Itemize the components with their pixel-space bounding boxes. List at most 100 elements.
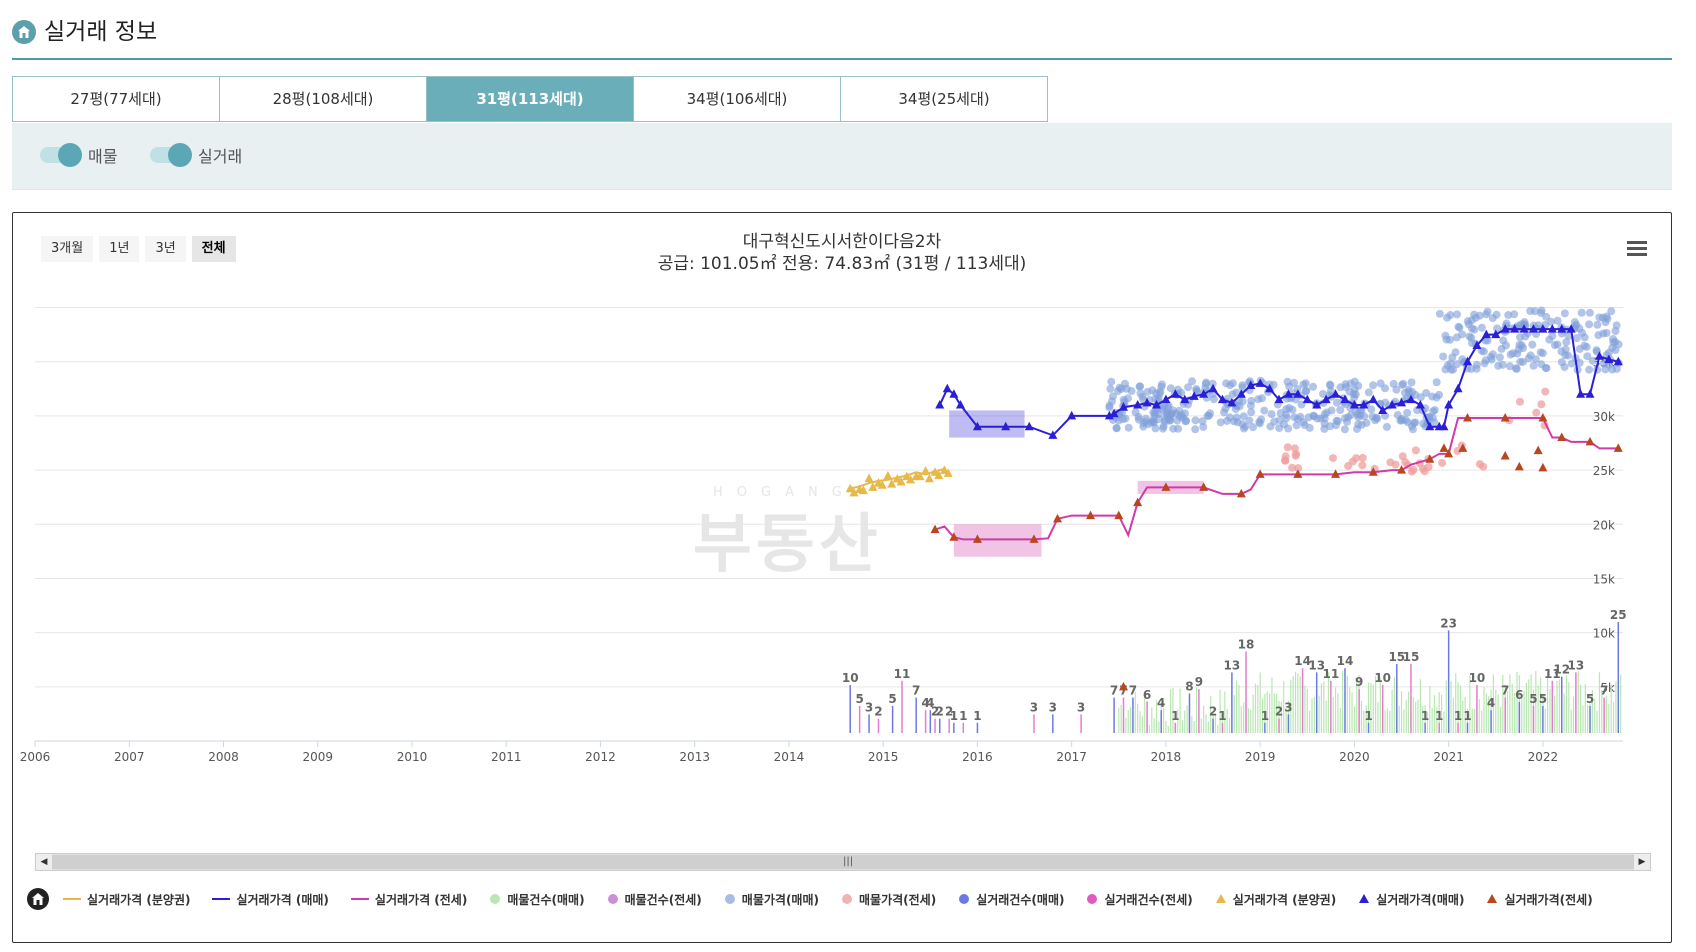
listing-price-dot (1332, 398, 1341, 407)
jeonse-price-marker (1199, 482, 1209, 491)
count-label: 7 (1600, 684, 1608, 698)
listing-price-dot (1246, 401, 1255, 410)
legend-item[interactable]: 실거래가격 (분양권) (1215, 891, 1336, 908)
listing-jeonse-dot (1537, 400, 1546, 409)
listing-price-dot (1239, 412, 1248, 421)
count-label: 1 (950, 709, 958, 723)
listing-price-dot (1260, 406, 1269, 415)
listing-price-dot (1275, 416, 1284, 425)
sale-price-marker (1462, 356, 1472, 366)
size-tabs: 27평(77세대) 28평(108세대) 31평(113세대) 34평(106세… (12, 76, 1048, 122)
legend-item[interactable]: 실거래건수(전세) (1086, 891, 1193, 908)
count-label: 3 (1077, 700, 1085, 714)
sale-price-marker (1236, 389, 1246, 398)
legend-item[interactable]: 실거래가격 (매매) (212, 891, 329, 908)
sale-price-marker (1368, 394, 1378, 404)
jeonse-price-marker (1114, 510, 1124, 520)
jeonse-price-marker (1086, 510, 1096, 520)
tab-28[interactable]: 28평(108세대) (219, 76, 427, 122)
listing-price-dot (1238, 397, 1247, 406)
listing-price-dot (1257, 394, 1266, 403)
jeonse-price-marker (1500, 450, 1510, 460)
legend-item[interactable]: 실거래가격(매매) (1358, 891, 1464, 908)
legend-item[interactable]: 실거래가격 (전세) (350, 891, 467, 908)
count-label: 9 (1355, 675, 1363, 689)
listing-price-dot (1529, 361, 1538, 370)
presale-price-marker (943, 468, 953, 477)
listing-price-dot (1516, 333, 1525, 342)
chart-legend: 실거래가격 (분양권) 실거래가격 (매매) 실거래가격 (전세) 매물건수(매매) 매… (63, 888, 1615, 910)
count-label: 12 (1553, 663, 1570, 677)
legend-label: 실거래가격(전세) (1504, 892, 1593, 907)
listing-price-dot (1285, 404, 1294, 413)
count-label: 7 (1129, 684, 1137, 698)
sale-price-marker (1208, 383, 1218, 393)
listing-price-dot (1403, 418, 1412, 427)
sale-price-marker (1444, 400, 1454, 409)
tab-34a[interactable]: 34평(106세대) (633, 76, 841, 122)
listing-price-dot (1289, 378, 1298, 387)
transaction-toggle-switch[interactable] (150, 143, 192, 167)
listing-price-dot (1435, 309, 1444, 318)
watermark-small: HOGANG (713, 485, 856, 500)
x-tick-label: 2013 (679, 750, 710, 764)
tab-31[interactable]: 31평(113세대) (426, 76, 634, 122)
listing-price-dot (1266, 422, 1275, 431)
listing-price-dot (1510, 310, 1519, 319)
sale-price-marker (1293, 389, 1303, 398)
legend-item[interactable]: 실거래건수(매매) (958, 891, 1064, 908)
tab-27[interactable]: 27평(77세대) (12, 76, 220, 122)
range-1y-button[interactable]: 1년 (99, 236, 140, 262)
presale-price-marker (906, 474, 916, 484)
sale-price-marker (1594, 351, 1604, 360)
price-chart[interactable]: 5k10k15k20k25k30k35k20062007200820092010… (13, 213, 1671, 853)
legend-item[interactable]: 매물가격(매매) (724, 891, 819, 908)
scroll-right-icon[interactable]: ▶ (1634, 854, 1650, 870)
listing-jeonse-dot (1391, 460, 1400, 469)
count-label: 14 (1337, 654, 1354, 668)
listing-price-dot (1292, 421, 1301, 430)
sale-price-marker (1151, 400, 1161, 409)
transaction-toggle[interactable]: 실거래 (150, 143, 242, 167)
scroll-left-icon[interactable]: ◀ (36, 854, 52, 870)
range-3y-button[interactable]: 3년 (145, 236, 186, 262)
legend-item[interactable]: 매물건수(전세) (607, 891, 702, 908)
listing-toggle[interactable]: 매물 (40, 143, 117, 167)
legend-item[interactable]: 매물건수(매매) (489, 891, 585, 908)
count-label: 1 (959, 709, 967, 723)
chart-menu-icon[interactable] (1627, 241, 1647, 257)
count-label: 5 (1586, 692, 1594, 706)
listing-price-dot (1284, 424, 1293, 433)
listing-price-dot (1191, 425, 1200, 434)
listing-price-dot (1443, 313, 1452, 322)
x-tick-label: 2007 (114, 750, 145, 764)
legend-item[interactable]: 실거래가격 (분양권) (63, 891, 190, 908)
tab-34b[interactable]: 34평(25세대) (840, 76, 1048, 122)
listing-price-dot (1112, 423, 1121, 432)
legend-item[interactable]: 매물가격(전세) (841, 891, 936, 908)
range-all-button[interactable]: 전체 (191, 236, 236, 262)
x-tick-label: 2015 (868, 750, 899, 764)
listing-price-dot (1407, 378, 1416, 387)
page-title: 실거래 정보 (44, 19, 158, 45)
listing-toggle-switch[interactable] (40, 143, 82, 167)
jeonse-price-marker (1053, 513, 1063, 523)
chart-scrollbar[interactable]: ◀ ||| ▶ (35, 853, 1651, 871)
listing-price-dot (1477, 323, 1486, 332)
sale-price-marker (1349, 400, 1359, 409)
count-label: 13 (1224, 658, 1241, 672)
listing-price-dot (1528, 340, 1537, 349)
listing-price-dot (1504, 311, 1513, 320)
range-3m-button[interactable]: 3개월 (41, 236, 94, 262)
listing-price-dot (1326, 386, 1335, 395)
sale-price-marker (1547, 324, 1557, 333)
presale-price-marker (921, 466, 931, 475)
sale-price-marker (1180, 394, 1190, 404)
legend-item[interactable]: 실거래가격(전세) (1486, 891, 1593, 908)
count-label: 11 (1322, 667, 1339, 681)
listing-price-dot (1192, 385, 1201, 394)
sale-price-marker (1406, 394, 1416, 404)
listing-jeonse-dot (1294, 464, 1303, 473)
scrollbar-thumb[interactable]: ||| (52, 855, 1634, 869)
listing-price-dot (1480, 359, 1489, 368)
